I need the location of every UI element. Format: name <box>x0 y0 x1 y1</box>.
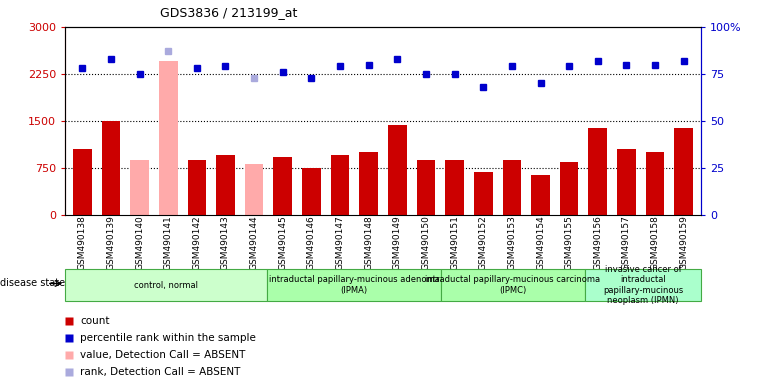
Text: GSM490141: GSM490141 <box>164 215 172 270</box>
Text: GSM490140: GSM490140 <box>135 215 144 270</box>
Bar <box>646 152 664 215</box>
Text: GSM490153: GSM490153 <box>507 215 516 270</box>
Bar <box>267 269 440 301</box>
Text: GSM490139: GSM490139 <box>106 215 116 270</box>
Text: disease state: disease state <box>0 278 65 288</box>
Bar <box>302 168 321 215</box>
Text: GSM490157: GSM490157 <box>622 215 631 270</box>
Text: intraductal papillary-mucinous adenoma
(IPMA): intraductal papillary-mucinous adenoma (… <box>269 275 440 295</box>
Bar <box>560 162 578 215</box>
Text: percentile rank within the sample: percentile rank within the sample <box>80 333 257 343</box>
Bar <box>474 172 493 215</box>
Text: GSM490144: GSM490144 <box>250 215 259 270</box>
Text: rank, Detection Call = ABSENT: rank, Detection Call = ABSENT <box>80 367 241 377</box>
Text: GSM490151: GSM490151 <box>450 215 459 270</box>
Bar <box>588 129 607 215</box>
Text: GSM490143: GSM490143 <box>221 215 230 270</box>
Bar <box>445 161 464 215</box>
Text: GSM490147: GSM490147 <box>336 215 345 270</box>
Bar <box>674 129 693 215</box>
Bar <box>73 149 92 215</box>
Text: value, Detection Call = ABSENT: value, Detection Call = ABSENT <box>80 350 246 360</box>
Bar <box>102 121 120 215</box>
Bar <box>617 149 636 215</box>
Text: GSM490138: GSM490138 <box>78 215 87 270</box>
Bar <box>159 61 178 215</box>
Bar <box>273 157 292 215</box>
Bar <box>188 160 206 215</box>
Text: intraductal papillary-mucinous carcinoma
(IPMC): intraductal papillary-mucinous carcinoma… <box>425 275 601 295</box>
Bar <box>245 164 264 215</box>
Bar <box>440 269 585 301</box>
Bar <box>502 161 521 215</box>
Text: control, normal: control, normal <box>134 281 198 290</box>
Text: GSM490148: GSM490148 <box>364 215 373 270</box>
Text: count: count <box>80 316 110 326</box>
Text: GSM490149: GSM490149 <box>393 215 402 270</box>
Bar <box>65 269 267 301</box>
Bar <box>130 160 149 215</box>
Text: GSM490152: GSM490152 <box>479 215 488 270</box>
Text: GSM490155: GSM490155 <box>565 215 574 270</box>
Text: GSM490145: GSM490145 <box>278 215 287 270</box>
Bar <box>216 156 235 215</box>
Text: GSM490146: GSM490146 <box>307 215 316 270</box>
Text: GSM490154: GSM490154 <box>536 215 545 270</box>
Bar <box>359 152 378 215</box>
Bar <box>388 125 407 215</box>
Bar <box>585 269 701 301</box>
Text: GSM490150: GSM490150 <box>421 215 430 270</box>
Bar <box>531 175 550 215</box>
Bar <box>331 156 349 215</box>
Text: GSM490158: GSM490158 <box>650 215 660 270</box>
Bar <box>417 161 435 215</box>
Text: GSM490142: GSM490142 <box>192 215 201 270</box>
Text: GDS3836 / 213199_at: GDS3836 / 213199_at <box>161 6 298 19</box>
Text: invasive cancer of
intraductal
papillary-mucinous
neoplasm (IPMN): invasive cancer of intraductal papillary… <box>603 265 683 305</box>
Text: GSM490156: GSM490156 <box>594 215 602 270</box>
Text: GSM490159: GSM490159 <box>679 215 688 270</box>
